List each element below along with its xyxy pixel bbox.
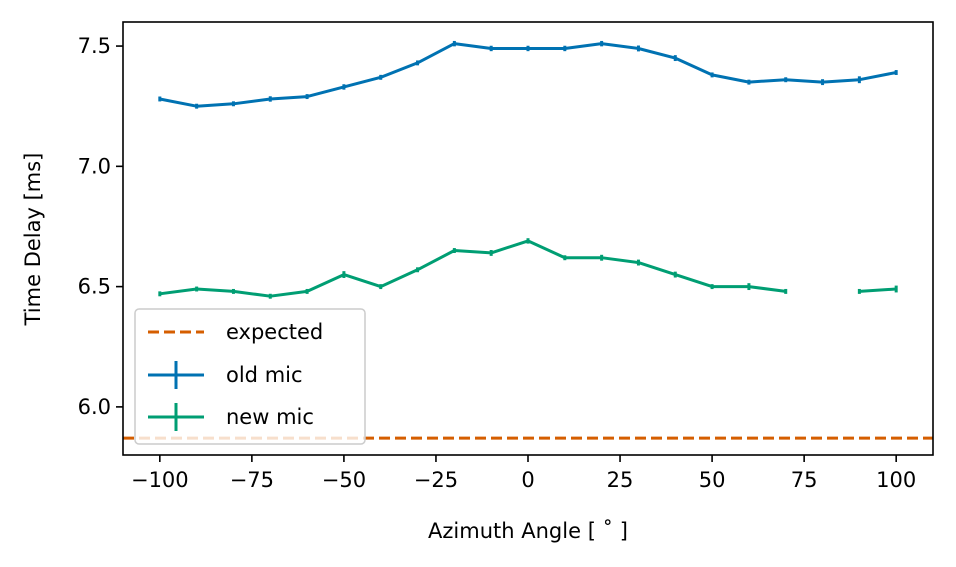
y-axis-label: Time Delay [ms] (21, 153, 45, 327)
legend: expected old mic new mic (134, 308, 366, 445)
y-tick-label: 6.0 (78, 395, 111, 419)
x-tick-label: −25 (414, 468, 458, 492)
y-tick-label: 7.5 (78, 34, 111, 58)
legend-old-mic-label: old mic (226, 363, 303, 387)
x-tick-label: −75 (230, 468, 274, 492)
y-tick-label: 6.5 (78, 275, 111, 299)
legend-expected-label: expected (226, 320, 323, 344)
legend-box (134, 308, 366, 445)
legend-new-mic-label: new mic (226, 405, 314, 429)
x-tick-label: 75 (791, 468, 818, 492)
x-tick-label: −100 (131, 468, 189, 492)
x-tick-label: 25 (607, 468, 634, 492)
x-tick-label: 50 (699, 468, 726, 492)
axes: −100 −75 −50 −25 0 25 50 75 100 6.0 6.5 7.0 7.5 (78, 21, 934, 492)
y-tick-label: 7.0 (78, 154, 111, 178)
x-tick-label: 100 (876, 468, 916, 492)
series-new-mic-line-0 (159, 239, 786, 298)
x-tick-label: 0 (521, 468, 534, 492)
series-new-mic-line-1 (859, 287, 897, 293)
x-tick-label: −50 (322, 468, 366, 492)
x-axis-label: Azimuth Angle [ ˚ ] (428, 519, 628, 543)
